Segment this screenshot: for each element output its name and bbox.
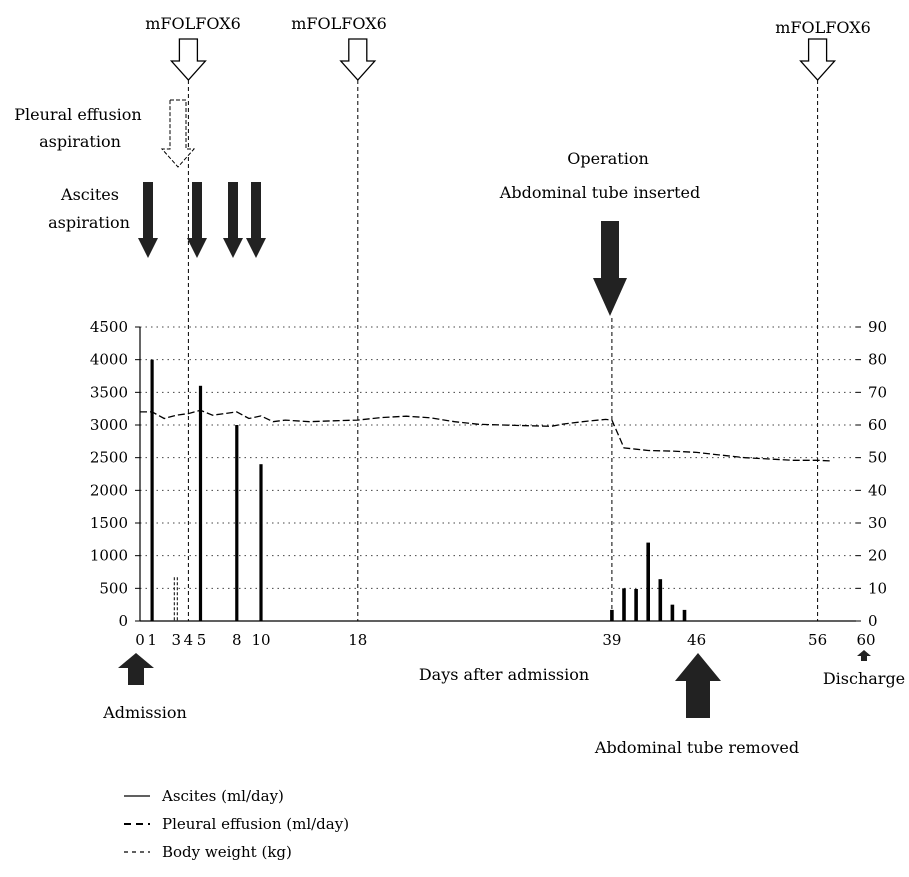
ascites-aspiration-arrow [187, 182, 207, 258]
y-right-tick-label: 90 [868, 318, 887, 336]
y-left-tick-label: 4500 [90, 318, 128, 336]
y-left-tick-label: 3000 [90, 416, 128, 434]
legend: Ascites (ml/day) Pleural effusion (ml/day… [124, 787, 349, 861]
ticks-layer: 0500100015002000250030003500400045000102… [90, 318, 887, 649]
x-tick-label: 46 [687, 631, 706, 649]
x-tick-label: 10 [251, 631, 270, 649]
ascites-aspiration-label-line1: Ascites [60, 185, 119, 204]
y-left-tick-label: 1000 [90, 547, 128, 565]
y-left-tick-label: 2000 [90, 481, 128, 499]
operation-arrow [593, 221, 627, 316]
ascites-bar [198, 385, 203, 621]
ascites-bar [622, 588, 626, 621]
tube-removed-label: Abdominal tube removed [594, 738, 799, 757]
y-left-tick-label: 4000 [90, 351, 128, 369]
event-lines [187, 80, 819, 621]
ascites-bar [646, 542, 650, 621]
y-right-tick-label: 80 [868, 351, 887, 369]
y-right-tick-label: 30 [868, 514, 887, 532]
y-right-tick-label: 70 [868, 383, 887, 401]
chemo-arrow [339, 38, 377, 81]
x-tick-label: 56 [808, 631, 827, 649]
chemo-label: mFOLFOX6 [145, 14, 241, 33]
ascites-bar [150, 359, 154, 621]
ascites-aspiration-arrow [246, 182, 266, 258]
admission-label: Admission [102, 703, 187, 722]
ascites-aspiration-arrow [138, 182, 158, 258]
x-axis-title: Days after admission [419, 665, 589, 684]
chemo-arrow [169, 38, 207, 81]
ascites-bar [670, 604, 675, 621]
y-right-tick-label: 20 [868, 547, 887, 565]
x-tick-label: 18 [348, 631, 367, 649]
pleural-aspiration-label-line1: Pleural effusion [14, 105, 141, 124]
body-weight-line [140, 409, 830, 462]
legend-label: Ascites (ml/day) [161, 787, 284, 805]
ascites-aspiration-arrow [223, 182, 243, 258]
y-left-tick-label: 0 [118, 612, 128, 630]
line-layer [140, 409, 830, 462]
tube-removed-arrow [675, 653, 721, 718]
pleural-aspiration-label-line2: aspiration [39, 132, 121, 151]
x-tick-label: 0 [135, 631, 145, 649]
ascites-bar [610, 609, 614, 621]
legend-label: Body weight (kg) [162, 843, 292, 861]
y-right-tick-label: 50 [868, 449, 887, 467]
ascites-bar [634, 588, 638, 621]
x-tick-label: 5 [197, 631, 207, 649]
y-left-tick-label: 500 [99, 579, 128, 597]
y-right-tick-label: 60 [868, 416, 887, 434]
axes-layer [135, 326, 861, 622]
chemo-label: mFOLFOX6 [291, 14, 387, 33]
x-tick-label: 60 [856, 631, 875, 649]
x-tick-label: 39 [602, 631, 621, 649]
ascites-bar [682, 609, 687, 621]
ascites-bar [235, 425, 239, 621]
y-right-tick-label: 40 [868, 481, 887, 499]
y-right-tick-label: 0 [868, 612, 878, 630]
abdominal-tube-inserted-label: Abdominal tube inserted [499, 183, 700, 202]
discharge-arrow [857, 650, 871, 661]
pleural-aspiration-arrow [160, 99, 196, 168]
labels-layer: mFOLFOX6 mFOLFOX6 mFOLFOX6 Pleural effusion… [14, 14, 905, 757]
ascites-bar [658, 579, 663, 621]
chemo-arrow [799, 38, 837, 81]
chemo-label: mFOLFOX6 [775, 18, 871, 37]
x-tick-label: 3 [172, 631, 182, 649]
arrows-layer [118, 38, 871, 718]
y-left-tick-label: 1500 [90, 514, 128, 532]
x-tick-label: 4 [184, 631, 194, 649]
admission-arrow [118, 653, 154, 685]
discharge-label: Discharge [823, 669, 905, 688]
ascites-aspiration-label-line2: aspiration [48, 213, 130, 232]
bars-layer [150, 359, 687, 621]
ascites-bar [259, 464, 263, 621]
legend-label: Pleural effusion (ml/day) [162, 815, 349, 833]
y-left-tick-label: 3500 [90, 383, 128, 401]
y-right-tick-label: 10 [868, 579, 887, 597]
operation-label: Operation [567, 149, 649, 168]
x-tick-label: 1 [147, 631, 157, 649]
y-left-tick-label: 2500 [90, 449, 128, 467]
x-tick-label: 8 [232, 631, 242, 649]
